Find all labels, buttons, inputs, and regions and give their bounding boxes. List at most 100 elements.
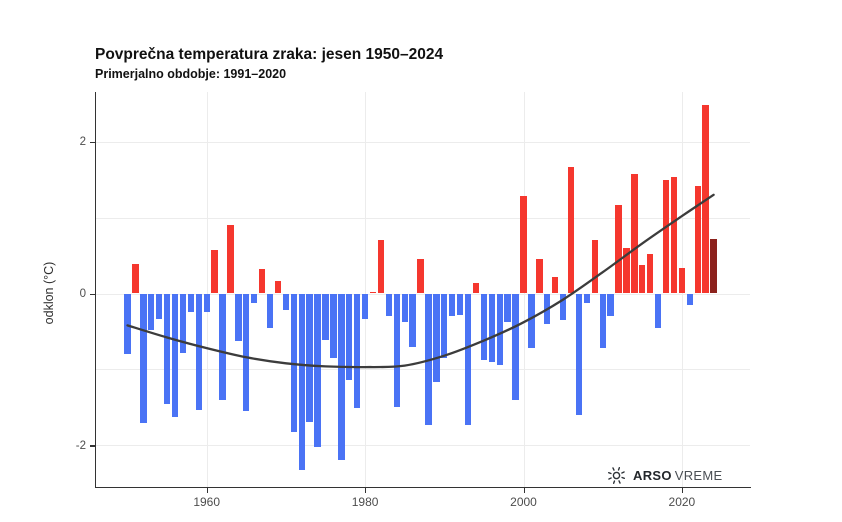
logo-brand-regular: VREME	[674, 468, 723, 483]
bar-1986	[409, 293, 416, 347]
bar-2022	[694, 186, 701, 294]
x-tick-2020: 2020	[668, 495, 696, 509]
gridline-v	[365, 92, 367, 487]
y-tickmark	[90, 445, 95, 447]
bar-2012	[615, 205, 622, 294]
logo-brand-bold: ARSO	[633, 468, 672, 483]
bar-1966	[251, 293, 258, 304]
x-tickmark	[365, 488, 367, 493]
bar-1998	[504, 293, 511, 322]
bar-1958	[187, 293, 195, 313]
bar-1962	[219, 293, 226, 400]
x-tick-1980: 1980	[351, 495, 379, 509]
bar-1977	[338, 293, 345, 460]
bar-2018	[662, 180, 670, 294]
bar-1999	[512, 293, 519, 400]
bar-1960	[203, 293, 210, 312]
bar-1991	[449, 293, 456, 317]
arso-vreme-logo: ARSO VREME	[607, 466, 723, 485]
bar-1981	[369, 291, 377, 294]
gridline-h	[95, 141, 750, 143]
gridline-v	[206, 92, 208, 487]
bar-1973	[306, 293, 313, 422]
x-tick-2000: 2000	[510, 495, 537, 509]
chart-subtitle: Primerjalno obdobje: 1991–2020	[95, 67, 287, 81]
bar-1983	[385, 293, 393, 317]
bar-2003	[544, 293, 551, 324]
y-tickmark	[90, 293, 95, 295]
sun-icon	[608, 467, 625, 484]
bar-2024	[710, 238, 717, 294]
bar-2019	[670, 176, 678, 294]
bar-2011	[607, 293, 614, 317]
bar-1967	[258, 269, 266, 294]
y-tick-2: 2	[79, 136, 86, 149]
bar-1988	[425, 293, 432, 425]
bar-2007	[575, 293, 583, 415]
bar-2017	[654, 293, 662, 329]
y-axis-line	[94, 92, 96, 487]
bar-1950	[124, 293, 131, 355]
bar-1963	[227, 225, 234, 294]
bar-2013	[623, 247, 630, 294]
bar-2015	[639, 264, 646, 294]
y-tickmark	[90, 141, 95, 143]
bar-1978	[346, 293, 353, 381]
bar-1987	[417, 259, 424, 294]
bar-1993	[464, 293, 472, 425]
bar-1961	[211, 250, 218, 294]
bar-1954	[155, 293, 163, 320]
bar-1965	[243, 293, 250, 412]
bar-2001	[528, 293, 535, 349]
bar-1990	[441, 293, 448, 358]
bar-1952	[140, 293, 147, 423]
bar-2023	[702, 105, 709, 294]
bar-2005	[559, 293, 567, 321]
chart-title: Povprečna temperatura zraka: jesen 1950–…	[95, 46, 444, 63]
bar-1992	[456, 293, 464, 315]
bar-2008	[583, 293, 591, 303]
bar-2014	[631, 174, 638, 294]
x-tickmark	[206, 488, 208, 493]
bar-1953	[148, 293, 155, 330]
gridline-h	[95, 217, 750, 219]
y-axis-label: odklon (°C)	[42, 261, 56, 325]
bar-1980	[361, 293, 369, 319]
y-tick-0: 0	[79, 288, 86, 300]
bar-1984	[393, 293, 400, 407]
bar-1995	[480, 293, 488, 361]
bar-1982	[377, 240, 385, 294]
bar-1959	[195, 293, 202, 410]
bar-1996	[488, 293, 495, 362]
bar-1994	[472, 282, 480, 294]
bar-1979	[353, 293, 361, 409]
bar-1957	[179, 293, 187, 353]
y-tick--2: -2	[75, 439, 86, 452]
bar-2009	[591, 240, 598, 294]
x-tick-1960: 1960	[193, 495, 221, 509]
bar-1976	[330, 293, 337, 358]
bar-1951	[132, 263, 139, 294]
bar-2010	[599, 293, 606, 349]
bar-2021	[686, 293, 693, 305]
bar-1964	[235, 293, 242, 342]
bar-2000	[520, 195, 527, 294]
bar-1968	[266, 293, 274, 329]
bar-1975	[322, 293, 329, 340]
bar-1974	[314, 293, 321, 447]
bar-1997	[496, 293, 503, 365]
bar-1955	[163, 293, 171, 404]
bar-1971	[290, 293, 297, 432]
bar-2004	[551, 276, 559, 294]
bar-1970	[282, 293, 290, 311]
x-axis-line	[94, 487, 751, 489]
bar-1989	[433, 293, 440, 382]
bar-2016	[647, 254, 654, 294]
bar-1972	[298, 293, 305, 470]
x-tickmark	[681, 488, 684, 493]
bar-2006	[567, 166, 575, 294]
x-tickmark	[523, 488, 525, 493]
bar-1985	[401, 293, 408, 322]
logo-text: ARSO VREME	[633, 468, 723, 483]
